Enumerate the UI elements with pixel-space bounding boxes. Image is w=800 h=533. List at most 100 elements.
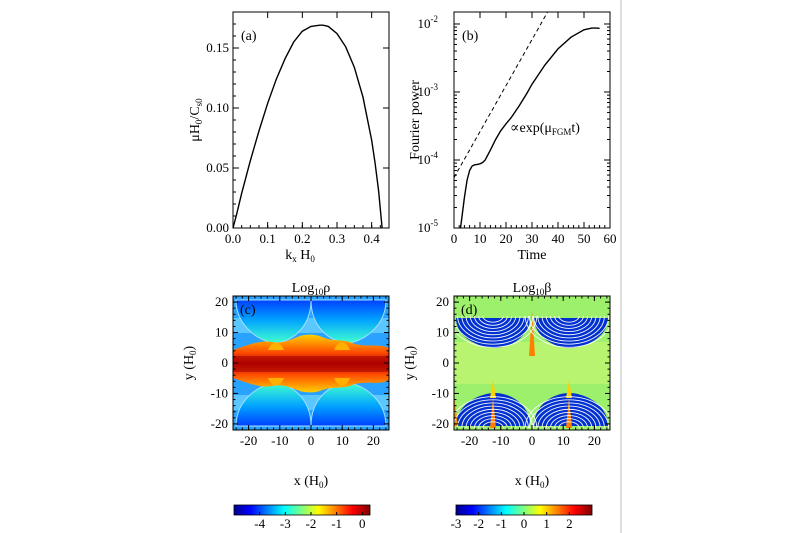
colorbar-tick-label: -1 <box>496 516 507 531</box>
x-tick-label: 10 <box>557 433 570 448</box>
x-tick-label: 60 <box>604 231 617 246</box>
x-tick-label: 0 <box>529 433 536 448</box>
x-tick-label: 0.2 <box>294 231 310 246</box>
density-map <box>233 296 389 430</box>
y-tick-label: 0.00 <box>206 220 229 235</box>
field-line <box>537 405 601 429</box>
field-line <box>533 315 605 342</box>
x-tick-label: 10 <box>474 231 487 246</box>
y-tick-label: 0.15 <box>206 40 229 55</box>
y-tick-label: 0.10 <box>206 100 229 115</box>
panel-a-label: (a) <box>241 29 257 44</box>
panel-c-ticks: -20 -10 0 10 20 -20 -10 0 10 20 <box>211 294 389 448</box>
x-tick-label: 0 <box>451 231 458 246</box>
panel-d-colorbar-ticks: -3 -2 -1 0 1 2 <box>451 512 573 531</box>
x-tick-label: 50 <box>578 231 591 246</box>
y-tick-label: 10 <box>436 325 449 340</box>
panel-c-colorbar <box>233 504 371 516</box>
colorbar-tick-label: 0 <box>521 516 528 531</box>
y-tick-label: -10 <box>211 385 228 400</box>
x-tick-label: 20 <box>500 231 513 246</box>
panel-b-frame <box>453 11 611 229</box>
field-line <box>457 402 529 429</box>
panel-b-annotation: ∝exp(μFGMt) <box>510 121 580 137</box>
x-tick-label: 20 <box>588 433 601 448</box>
panel-a-xlabel: kx H0 <box>285 248 315 264</box>
y-tick-label: 0.05 <box>206 160 229 175</box>
y-tick-label: 20 <box>215 294 228 309</box>
field-line <box>541 408 597 429</box>
field-line <box>454 315 538 348</box>
x-tick-label: 0.3 <box>329 231 345 246</box>
panel-d-ylabel: y (H0) <box>403 345 419 380</box>
panel-c-title: Log10ρ <box>292 281 331 297</box>
x-tick-label: -10 <box>271 433 288 448</box>
panel-c-ylabel: y (H0) <box>182 345 198 380</box>
field-line <box>465 408 521 429</box>
panel-b-xlabel: Time <box>517 248 546 263</box>
field-line <box>558 421 580 429</box>
field-line <box>537 315 601 339</box>
colorbar-tick-label: -3 <box>451 516 462 531</box>
colorbar-tick-label: 2 <box>566 516 573 531</box>
colorbar-tick-label: -4 <box>254 516 265 531</box>
panel-d-xlabel: x (H0) <box>515 474 550 490</box>
x-tick-label: -10 <box>492 433 509 448</box>
panel-a: 0.0 0.1 0.2 0.3 0.4 0.00 0.05 0.10 0.15 (a) kx H… <box>188 11 390 264</box>
field-line <box>545 315 593 332</box>
colorbar-tick-label: -2 <box>306 516 317 531</box>
exponential-fit-line <box>453 11 549 178</box>
field-line <box>554 418 584 429</box>
colorbar-tick-label: -3 <box>280 516 291 531</box>
panel-b-ylabel: Fourier power <box>408 80 423 160</box>
field-line <box>478 315 508 326</box>
x-tick-label: -20 <box>240 433 257 448</box>
x-tick-label: 40 <box>552 231 565 246</box>
panel-d-label: (d) <box>461 303 478 318</box>
field-line <box>554 315 584 326</box>
field-line <box>478 418 508 429</box>
y-tick-label: 0 <box>443 355 450 370</box>
plasma-beta-map <box>454 296 610 430</box>
field-line <box>549 315 589 329</box>
panel-c-colorbar-ticks: -4 -3 -2 -1 0 <box>254 512 366 531</box>
panel-c-xlabel: x (H0) <box>294 474 329 490</box>
x-tick-label: 0.4 <box>364 231 381 246</box>
panel-b-label: (b) <box>462 29 479 44</box>
y-tick-label: 20 <box>436 294 449 309</box>
colorbar-tick-label: -2 <box>473 516 484 531</box>
fourier-power-curve <box>459 27 600 229</box>
field-line <box>465 315 521 336</box>
field-line <box>549 415 589 429</box>
field-line <box>545 412 593 429</box>
colorbar-tick-label: 0 <box>359 516 366 531</box>
panel-a-frame <box>232 11 390 229</box>
x-tick-label: 0.0 <box>225 231 241 246</box>
panel-a-ticks: 0.0 0.1 0.2 0.3 0.4 0.00 0.05 0.10 0.15 <box>206 12 389 246</box>
field-line <box>469 412 517 429</box>
field-line <box>473 315 513 329</box>
panel-d-ticks: -20 -10 0 10 20 -20 -10 0 10 20 <box>432 294 610 448</box>
x-tick-label: 10 <box>336 433 349 448</box>
colorbar-tick-label: 1 <box>543 516 550 531</box>
field-line <box>541 315 597 336</box>
y-tick-label: 0 <box>222 355 229 370</box>
y-tick-label: 10 <box>215 325 228 340</box>
panel-a-ylabel: μH0/Cs0 <box>188 98 204 142</box>
x-tick-label: 30 <box>526 231 539 246</box>
y-tick-label: 10-5 <box>418 218 439 235</box>
x-tick-label: -20 <box>461 433 478 448</box>
panel-d-title: Log10β <box>513 281 552 297</box>
field-line <box>469 315 517 332</box>
growth-rate-curve <box>232 24 383 229</box>
field-line <box>454 396 538 429</box>
field-line <box>482 421 504 429</box>
field-line <box>524 315 610 348</box>
field-line <box>533 402 605 429</box>
x-tick-label: 0.1 <box>260 231 276 246</box>
y-tick-label: -20 <box>432 416 449 431</box>
